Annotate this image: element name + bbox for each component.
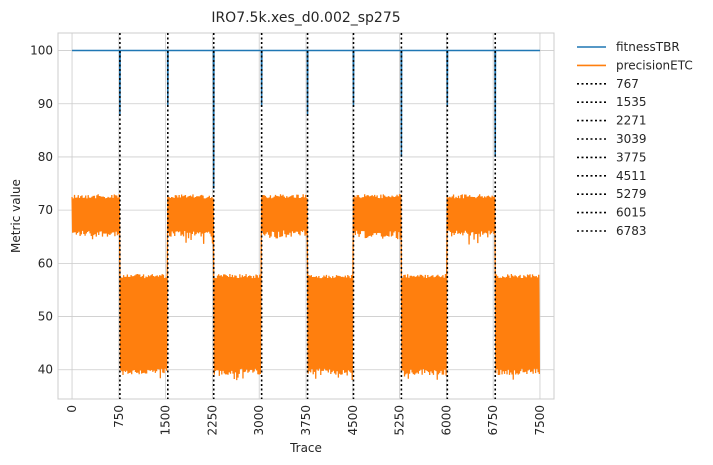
x-tick-label: 4500 bbox=[346, 405, 360, 436]
legend-label: precisionETC bbox=[616, 58, 693, 72]
y-axis-label: Metric value bbox=[9, 179, 23, 253]
x-tick-label: 7500 bbox=[533, 405, 547, 436]
legend-label: 3039 bbox=[616, 132, 647, 146]
legend-label: 1535 bbox=[616, 95, 647, 109]
legend-label: 767 bbox=[616, 77, 639, 91]
legend-label: 6783 bbox=[616, 224, 647, 238]
y-axis-ticks: 40 50 60 70 80 90 100 bbox=[30, 44, 53, 377]
legend-label: 5279 bbox=[616, 187, 647, 201]
x-axis-ticks: 0 750 1500 2250 3000 3750 4500 5250 6000 6750 7500 bbox=[65, 405, 547, 436]
x-tick-label: 1500 bbox=[159, 405, 173, 436]
legend-label: 2271 bbox=[616, 114, 647, 128]
y-tick-label: 60 bbox=[38, 256, 53, 270]
legend-label: 3775 bbox=[616, 150, 647, 164]
x-tick-label: 3750 bbox=[299, 405, 313, 436]
x-tick-label: 6000 bbox=[439, 405, 453, 436]
x-tick-label: 2250 bbox=[205, 405, 219, 436]
x-tick-label: 0 bbox=[65, 405, 79, 413]
chart-title: IRO7.5k.xes_d0.002_sp275 bbox=[211, 10, 400, 26]
legend-label: 4511 bbox=[616, 169, 647, 183]
y-tick-label: 90 bbox=[38, 97, 53, 111]
y-tick-label: 40 bbox=[38, 363, 53, 377]
y-tick-label: 50 bbox=[38, 310, 53, 324]
x-tick-label: 750 bbox=[112, 405, 126, 428]
y-tick-label: 80 bbox=[38, 150, 53, 164]
x-tick-label: 3000 bbox=[252, 405, 266, 436]
legend-label: 6015 bbox=[616, 206, 647, 220]
legend: fitnessTBR precisionETC 767 1535 2271 3039 377… bbox=[577, 40, 693, 238]
x-tick-label: 5250 bbox=[393, 405, 407, 436]
x-tick-label: 6750 bbox=[486, 405, 500, 436]
x-axis-label: Trace bbox=[289, 441, 322, 455]
legend-label: fitnessTBR bbox=[616, 40, 680, 54]
y-tick-label: 100 bbox=[30, 44, 53, 58]
y-tick-label: 70 bbox=[38, 203, 53, 217]
precisionETC-line bbox=[71, 194, 540, 381]
